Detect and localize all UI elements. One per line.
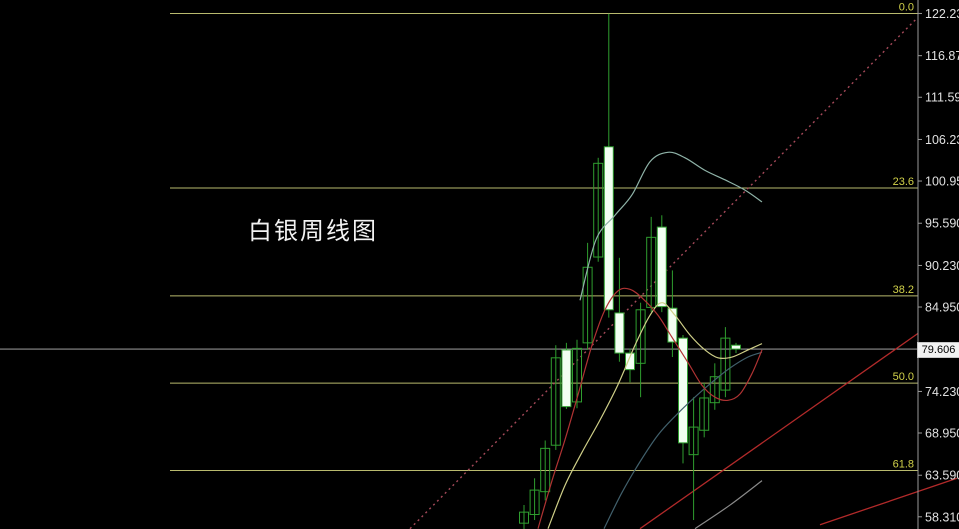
ma-red [537,287,763,529]
ma-gray-long [694,480,763,529]
ma-dark-slate [603,351,763,529]
axis-price-label: 68.950 [925,427,959,441]
rising-support-line [639,332,919,529]
candle-body [678,337,688,444]
fib-label: 38.2 [893,284,914,296]
fib-label: 23.6 [893,176,914,188]
axis-price-label: 116.870 [925,49,959,63]
axis-price-label: 111.590 [925,91,959,105]
candle-body [635,309,646,364]
candle-body [561,349,572,408]
candle-body [667,307,678,343]
axis-price-label: 63.590 [925,469,959,483]
ma-yellow [547,302,763,529]
chart-title: 白银周线图 [248,217,378,245]
candle-body [656,226,667,308]
candle-body [572,347,582,403]
candle-body [603,146,614,311]
axis-price-label: 90.230 [925,259,959,273]
fib-label: 50.0 [893,371,914,383]
fib-label: 61.8 [893,458,914,470]
fib-label: 0.0 [899,1,914,13]
candle-body [709,376,720,404]
candle-body [699,397,710,431]
current-price-tag: 79.606 [917,342,959,358]
lower-rising-line [819,477,958,526]
candle-body [731,344,741,350]
axis-price-label: 100.950 [925,175,959,189]
candle-body [529,489,540,516]
candle-body [625,352,635,371]
axis-price-label: 84.950 [925,301,959,315]
axis-price-label: 122.230 [925,7,959,21]
candle-body [540,447,551,493]
axis-price-label: 74.230 [925,385,959,399]
candle-body [519,511,529,524]
axis-price-label: 106.230 [925,133,959,147]
axis-price-label: 95.590 [925,217,959,231]
ma-teal [579,151,763,301]
candle-body [593,162,604,258]
candle-body [614,312,625,354]
candle-body [720,337,731,391]
candle-body [688,426,699,456]
candle-body [550,357,561,446]
axis-price-label: 58.310 [925,510,959,524]
